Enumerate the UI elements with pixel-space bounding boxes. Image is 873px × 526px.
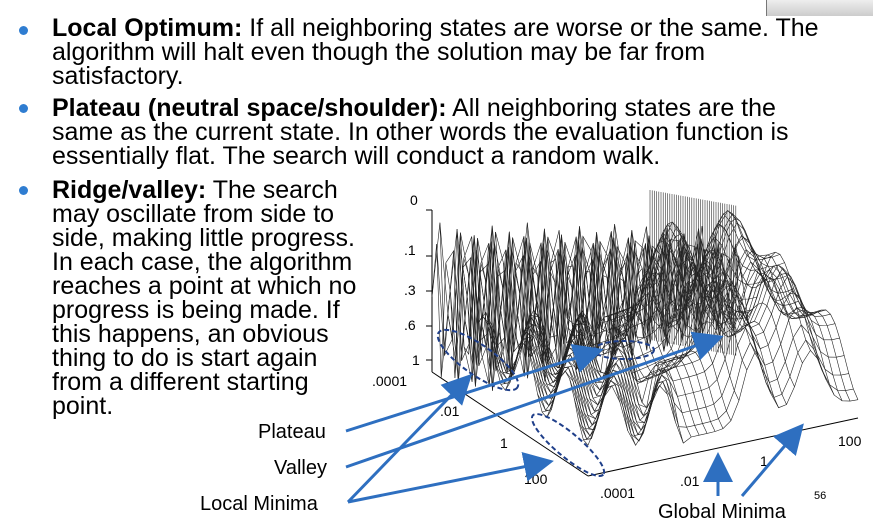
global-minima-arrow: [740, 423, 804, 497]
bullet-line: progress is being made. If: [52, 296, 340, 324]
bullet-line: point.: [52, 392, 114, 420]
z-axis: 0 .1 .3 .6 1: [404, 192, 433, 372]
bullet-line: The search: [206, 176, 338, 204]
local-minima-arrow: [346, 373, 473, 504]
bullet-dot: [19, 186, 28, 195]
slide-number: 56: [814, 490, 827, 502]
bullet-dot: [19, 26, 28, 35]
surface-line: [598, 221, 756, 353]
surface-line: [614, 224, 771, 394]
surface-line: [558, 230, 716, 432]
bullet-term: Plateau (neutral space/shoulder):: [52, 94, 447, 122]
plateau-label: Plateau: [258, 421, 326, 443]
surface-line: [662, 218, 819, 360]
z-tick: 1: [412, 352, 420, 368]
wireframe-surface: [431, 190, 859, 446]
left-axis-tick: .0001: [372, 373, 407, 389]
surface-line: [495, 231, 652, 435]
local-minima-outline: [436, 328, 520, 392]
bullet-term: Ridge/valley:: [52, 176, 207, 204]
z-tick: .1: [404, 242, 416, 258]
bullet-line: satisfactory.: [52, 62, 184, 90]
bullet-line: may oscillate from side to: [52, 200, 335, 228]
surface-line: [590, 237, 748, 371]
right-axis-tick: .01: [680, 473, 700, 489]
bullet-term: Local Optimum:: [52, 14, 243, 42]
bullet-line: essentially flat. The search will conduc…: [52, 142, 661, 170]
local-minima-label: Local Minima: [200, 493, 319, 515]
valley-arrow: [345, 331, 724, 469]
local-minima-arrow: [347, 451, 554, 504]
annotation-arrows: [345, 331, 804, 504]
surface-line: [503, 237, 660, 431]
corner-image-fragment: [766, 0, 873, 16]
bullet-dot: [19, 104, 28, 113]
bullet-line: If all neighboring states are worse or t…: [242, 14, 819, 42]
z-tick: .6: [404, 317, 416, 333]
right-axis-tick: 100: [838, 433, 862, 449]
left-axis-tick: 100: [524, 471, 548, 487]
surface-line: [654, 210, 811, 351]
bullet-line: All neighboring states are the: [446, 94, 776, 122]
plateau-arrow: [345, 343, 604, 433]
bullet-line: from a different starting: [52, 368, 309, 396]
surface-line: [583, 339, 854, 442]
left-axis-tick: 1: [500, 435, 508, 451]
bullet-line: this happens, an obvious: [52, 320, 329, 348]
surface-line: [431, 244, 589, 446]
bullet-line: reaches a point at which no: [52, 272, 357, 300]
bullet-line: algorithm will halt even though the solu…: [52, 38, 706, 66]
bullet-line: In each case, the algorithm: [52, 248, 353, 276]
right-axis-tick: .0001: [600, 485, 635, 501]
bullet-line: thing to do is start again: [52, 344, 318, 372]
right-axis: .0001 .01 1 100: [587, 417, 862, 501]
left-axis-tick: .01: [440, 403, 460, 419]
surface-line: [455, 232, 612, 431]
bullet-line: side, making little progress.: [52, 224, 355, 252]
surface-line: [527, 222, 684, 444]
surface-line: [693, 228, 851, 402]
surface-line: [701, 226, 859, 400]
bullet-line: same as the current state. In other word…: [52, 118, 789, 146]
valley-label: Valley: [274, 457, 327, 479]
local-minima-outline: [530, 413, 606, 477]
z-tick: 0: [410, 192, 418, 208]
right-axis-tick: 1: [760, 453, 768, 469]
z-tick: .3: [404, 282, 416, 298]
global-minima-label: Global Minima: [658, 501, 787, 523]
surface-line: [471, 236, 628, 431]
